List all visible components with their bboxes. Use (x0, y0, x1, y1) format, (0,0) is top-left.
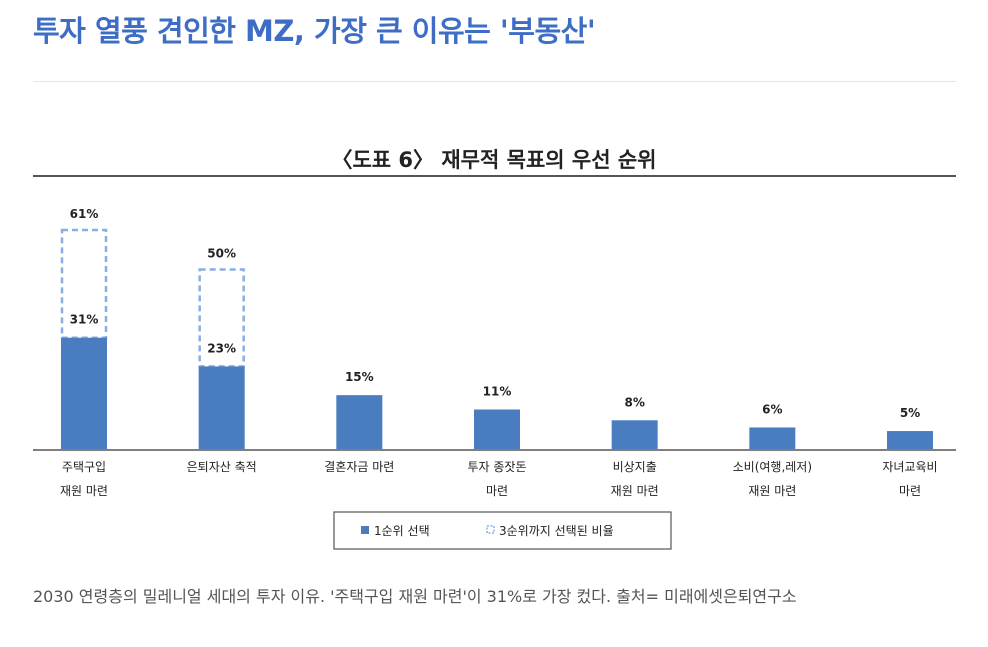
bar (336, 395, 383, 449)
bar (198, 366, 245, 449)
data-label: 11% (483, 385, 512, 399)
chart-title: 〈도표 6〉 재무적 목표의 우선 순위 (331, 148, 656, 172)
article-headline: 투자 열풍 견인한 MZ, 가장 큰 이유는 '부동산' (33, 14, 596, 48)
bar (61, 337, 107, 449)
data-label: 8% (624, 395, 644, 409)
legend-swatch-dashed (486, 525, 495, 534)
data-label: 23% (207, 341, 236, 355)
category-label: 재원 마련 (60, 484, 108, 498)
bar (474, 409, 520, 449)
data-label: 15% (345, 370, 374, 384)
bar (749, 427, 796, 449)
bar (611, 420, 658, 449)
dashed-bar (198, 268, 245, 368)
category-label: 마련 (899, 484, 921, 498)
category-label: 재원 마련 (748, 484, 796, 498)
legend-label: 3순위까지 선택된 비율 (499, 524, 614, 538)
legend-label: 1순위 선택 (374, 524, 430, 538)
category-label: 결혼자금 마련 (324, 460, 394, 474)
data-label: 5% (900, 406, 920, 420)
headline-divider (33, 81, 956, 82)
legend-box (333, 511, 672, 550)
category-label: 재원 마련 (611, 484, 659, 498)
image-caption: 2030 연령층의 밀레니얼 세대의 투자 이유. '주택구입 재원 마련'이 … (33, 587, 797, 606)
category-label: 마련 (486, 484, 508, 498)
category-label: 은퇴자산 축적 (187, 460, 257, 474)
category-label: 투자 종잣돈 (467, 460, 526, 474)
category-label: 주택구입 (62, 460, 106, 474)
legend-swatch-solid (361, 526, 369, 534)
data-label: 50% (207, 246, 236, 260)
category-label: 자녀교육비 (882, 460, 937, 474)
data-label: 61% (70, 207, 99, 221)
category-label: 비상지출 (613, 460, 657, 474)
data-label: 31% (70, 313, 99, 327)
bar (887, 431, 933, 449)
data-label: 6% (762, 402, 782, 416)
category-label: 소비(여행,레저) (733, 459, 812, 474)
